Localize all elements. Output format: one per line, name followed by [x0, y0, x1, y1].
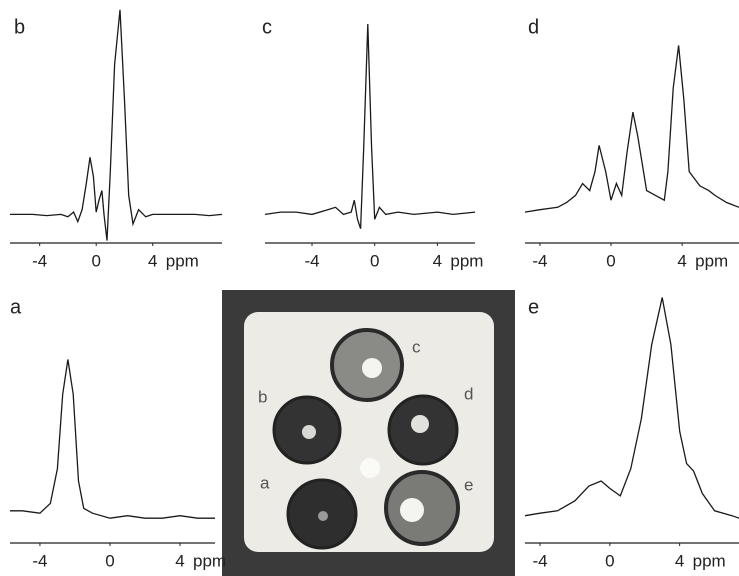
vial-center	[411, 415, 429, 433]
x-tick-label: 4	[148, 251, 157, 270]
panel-title: b	[14, 16, 25, 38]
x-axis-label: ppm	[693, 551, 726, 570]
vial-center	[318, 511, 328, 521]
x-tick-label: -4	[532, 551, 547, 570]
x-axis-label: ppm	[193, 551, 226, 570]
phantom-label: a	[260, 473, 270, 492]
x-axis-label: ppm	[166, 251, 199, 270]
x-tick-label: 4	[175, 551, 184, 570]
x-tick-label: 0	[91, 251, 100, 270]
spectrum-line	[10, 9, 223, 241]
phantom-image: c b d a e	[222, 290, 515, 576]
phantom-label: b	[258, 387, 267, 406]
x-tick-label: 4	[675, 551, 684, 570]
vial-center	[302, 425, 316, 439]
x-tick-label: -4	[32, 251, 47, 270]
phantom-label: e	[464, 475, 473, 494]
x-tick-label: 4	[677, 251, 686, 270]
x-axis-label: ppm	[695, 251, 728, 270]
phantom-label: c	[412, 337, 421, 356]
spectrum-line	[524, 45, 739, 213]
spectrum-line	[10, 359, 215, 519]
x-tick-label: -4	[532, 251, 547, 270]
x-tick-label: 4	[433, 251, 442, 270]
panel-title: e	[528, 296, 539, 318]
spectrum-line	[264, 23, 476, 229]
phantom-label: d	[464, 384, 473, 403]
x-tick-label: 0	[370, 251, 379, 270]
vial-center	[400, 498, 424, 522]
x-tick-label: 0	[105, 551, 114, 570]
x-axis-label: ppm	[450, 251, 483, 270]
phantom-spot	[360, 458, 380, 478]
x-tick-label: 0	[605, 551, 614, 570]
x-tick-label: -4	[32, 551, 47, 570]
x-tick-label: -4	[304, 251, 319, 270]
spectrum-line	[524, 297, 739, 519]
panel-title: a	[10, 296, 22, 318]
x-tick-label: 0	[606, 251, 615, 270]
panel-title: d	[528, 16, 539, 38]
vial-center	[362, 358, 382, 378]
panel-title: c	[262, 16, 272, 38]
